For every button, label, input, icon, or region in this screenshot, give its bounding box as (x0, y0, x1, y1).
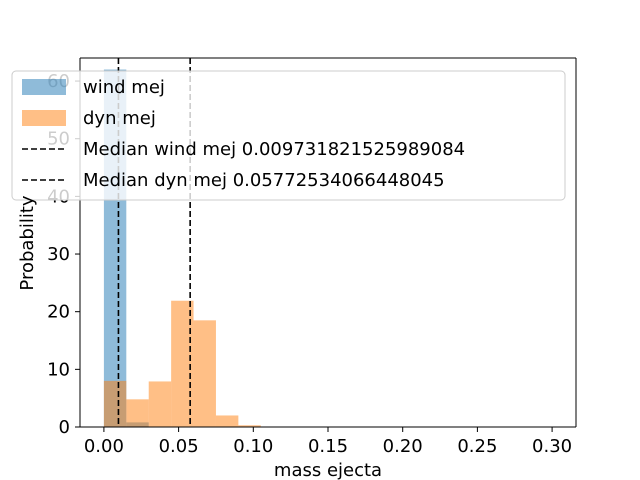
legend-label: wind mej (83, 77, 165, 98)
y-axis-label: Probability (17, 195, 38, 290)
x-tick-label: 0.20 (383, 436, 423, 457)
x-tick-label: 0.05 (159, 436, 199, 457)
dyn-mej-bar (148, 381, 172, 427)
y-tick-label: 0 (59, 417, 70, 438)
legend-swatch (22, 110, 66, 126)
y-tick-label: 20 (47, 302, 70, 323)
x-tick-label: 0.00 (84, 436, 124, 457)
x-tick-label: 0.25 (457, 436, 497, 457)
legend-label: dyn mej (83, 108, 156, 129)
dyn-mej-bar (238, 425, 261, 427)
dyn-mej-bar (103, 380, 127, 427)
x-tick-label: 0.10 (233, 436, 273, 457)
dyn-mej-bar (193, 320, 216, 427)
median-lines-layer (117, 58, 191, 427)
dyn-mej-bar (215, 415, 239, 427)
legend-swatch (22, 79, 66, 95)
legend-box (11, 70, 566, 201)
legend: wind mej dyn mej Median wind mej 0.0097318… (11, 70, 566, 201)
x-axis-label: mass ejecta (274, 460, 382, 480)
legend-label: Median wind mej 0.009731821525989084 (83, 139, 465, 160)
dyn-mej-bar (171, 300, 194, 427)
y-tick-label: 10 (47, 359, 70, 380)
legend-label: Median dyn mej 0.05772534066448045 (83, 170, 445, 191)
dyn-mej-bar (126, 399, 149, 427)
x-tick-label: 0.15 (308, 436, 348, 457)
x-tick-label: 0.30 (532, 436, 572, 457)
y-tick-label: 30 (47, 244, 70, 265)
